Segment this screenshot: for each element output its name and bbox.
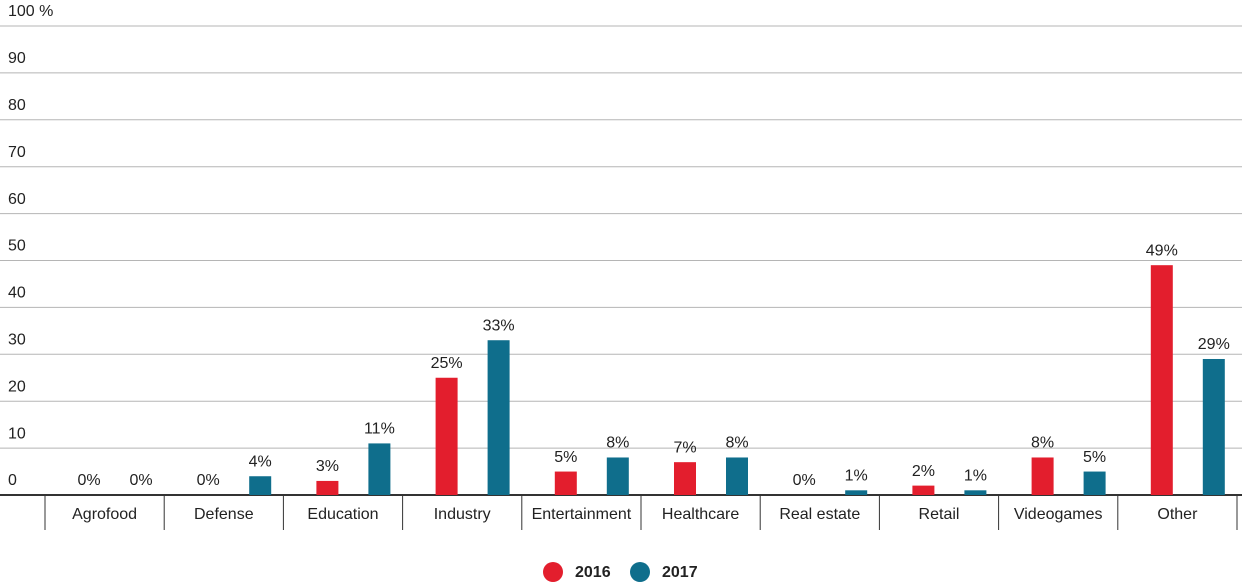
bar [1150,265,1173,495]
value-label: 5% [554,449,577,466]
x-tick-label: Education [307,506,378,523]
y-tick-label: 80 [8,97,26,114]
bar [606,457,629,495]
x-tick-label: Other [1157,506,1198,523]
value-label: 29% [1198,336,1230,353]
legend-marker [543,562,563,582]
value-label: 11% [364,421,395,438]
y-tick-label: 90 [8,50,26,67]
x-tick-label: Entertainment [532,506,632,523]
value-label: 2% [912,463,935,480]
value-label: 0% [129,472,152,489]
legend-label: 2016 [575,564,611,581]
bar [554,471,577,495]
value-label: 25% [431,355,463,372]
y-tick-label: 10 [8,425,26,442]
x-tick-label: Videogames [1014,506,1103,523]
bar [912,485,935,495]
value-label: 7% [673,439,696,456]
bar [1031,457,1054,495]
y-tick-label: 50 [8,238,26,255]
x-tick-label: Agrofood [72,506,137,523]
value-label: 3% [316,458,339,475]
y-tick-label: 20 [8,378,26,395]
y-tick-label: 100 % [8,3,53,20]
legend-label: 2017 [662,564,698,581]
y-tick-label: 70 [8,144,26,161]
value-label: 1% [845,468,868,485]
bar [1202,358,1225,495]
value-label: 4% [249,453,272,470]
bar [487,340,510,495]
bar [435,377,458,495]
y-tick-label: 30 [8,332,26,349]
bar [726,457,748,495]
value-label: 49% [1146,242,1178,259]
value-label: 1% [964,468,987,485]
x-tick-label: Industry [434,506,491,523]
y-tick-label: 0 [8,472,17,489]
value-label: 33% [483,317,515,334]
value-label: 8% [606,435,629,452]
x-tick-label: Retail [919,506,960,523]
bar [316,480,339,495]
legend-marker [630,562,650,582]
value-label: 8% [1031,435,1054,452]
bar [674,462,696,495]
x-tick-label: Defense [194,506,254,523]
value-label: 8% [725,435,748,452]
value-label: 0% [77,472,100,489]
bar [249,476,272,495]
bar [1083,471,1106,495]
y-tick-label: 40 [8,285,26,302]
x-tick-label: Real estate [779,506,860,523]
x-tick-label: Healthcare [662,506,739,523]
value-label: 5% [1083,449,1106,466]
bar [964,490,987,495]
bar [368,443,391,495]
value-label: 0% [197,472,220,489]
value-label: 0% [793,472,816,489]
bar [845,490,868,495]
y-tick-label: 60 [8,191,26,208]
